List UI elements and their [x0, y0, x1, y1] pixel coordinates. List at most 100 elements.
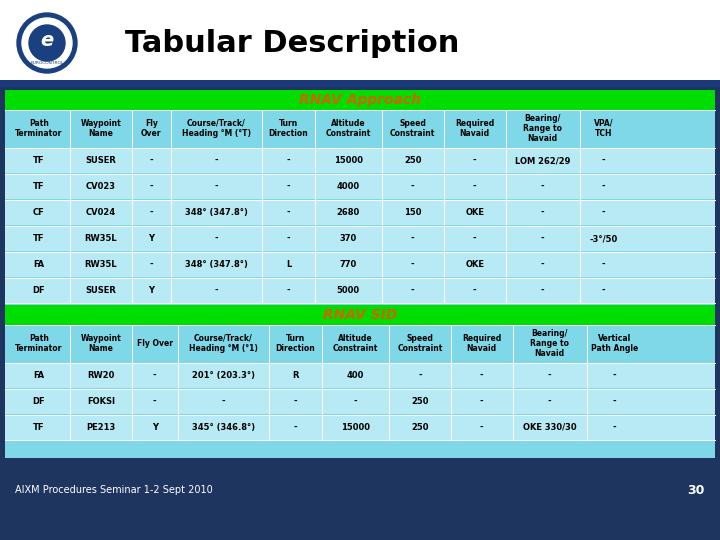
- Text: Path
Terminator: Path Terminator: [15, 334, 63, 353]
- Text: -: -: [473, 234, 477, 243]
- FancyBboxPatch shape: [5, 174, 715, 199]
- Text: 2680: 2680: [337, 208, 360, 217]
- Text: RNAV Approach: RNAV Approach: [299, 93, 421, 107]
- Text: RW35L: RW35L: [85, 234, 117, 243]
- Text: RNAV SID: RNAV SID: [323, 308, 397, 322]
- Text: PE213: PE213: [86, 423, 115, 432]
- Text: 201° (203.3°): 201° (203.3°): [192, 371, 255, 380]
- Text: SUSER: SUSER: [86, 286, 117, 295]
- Text: -: -: [612, 397, 616, 406]
- Circle shape: [22, 18, 72, 68]
- Text: -: -: [480, 397, 484, 406]
- Text: -: -: [215, 182, 218, 191]
- Text: FA: FA: [33, 260, 45, 269]
- Text: Y: Y: [152, 423, 158, 432]
- Text: -: -: [287, 234, 290, 243]
- Text: Fly
Over: Fly Over: [141, 119, 161, 138]
- Text: -: -: [418, 371, 422, 380]
- Text: OKE: OKE: [465, 260, 485, 269]
- Text: -3°/50: -3°/50: [590, 234, 618, 243]
- Text: 250: 250: [411, 397, 428, 406]
- Text: RW20: RW20: [87, 371, 114, 380]
- Text: OKE 330/30: OKE 330/30: [523, 423, 577, 432]
- Text: -: -: [222, 397, 225, 406]
- Text: Course/Track/
Heading °M (°T): Course/Track/ Heading °M (°T): [182, 119, 251, 138]
- Text: -: -: [541, 182, 544, 191]
- Text: -: -: [548, 371, 552, 380]
- Text: -: -: [541, 208, 544, 217]
- Text: 15000: 15000: [341, 423, 370, 432]
- FancyBboxPatch shape: [5, 110, 715, 147]
- Text: -: -: [541, 234, 544, 243]
- Text: -: -: [480, 423, 484, 432]
- FancyBboxPatch shape: [5, 415, 715, 440]
- Text: 30: 30: [688, 483, 705, 496]
- Circle shape: [29, 25, 65, 61]
- Text: -: -: [153, 397, 156, 406]
- Text: TF: TF: [33, 156, 45, 165]
- Text: -: -: [354, 397, 357, 406]
- Text: DF: DF: [32, 286, 45, 295]
- Text: -: -: [215, 286, 218, 295]
- Text: -: -: [473, 182, 477, 191]
- Text: CV023: CV023: [86, 182, 116, 191]
- Text: -: -: [602, 286, 606, 295]
- Text: 400: 400: [347, 371, 364, 380]
- Text: -: -: [287, 156, 290, 165]
- FancyBboxPatch shape: [0, 80, 720, 87]
- FancyBboxPatch shape: [5, 325, 715, 362]
- FancyBboxPatch shape: [5, 200, 715, 225]
- Text: Path
Terminator: Path Terminator: [15, 119, 63, 138]
- Text: 4000: 4000: [337, 182, 360, 191]
- FancyBboxPatch shape: [5, 252, 715, 277]
- Text: 370: 370: [340, 234, 357, 243]
- FancyBboxPatch shape: [5, 90, 715, 458]
- Text: -: -: [541, 286, 544, 295]
- Text: OKE: OKE: [465, 208, 485, 217]
- Text: Bearing/
Range to
Navaid: Bearing/ Range to Navaid: [523, 113, 562, 144]
- Text: RW35L: RW35L: [85, 260, 117, 269]
- Text: Y: Y: [148, 234, 154, 243]
- Text: -: -: [473, 156, 477, 165]
- Text: Altitude
Constraint: Altitude Constraint: [325, 119, 371, 138]
- Text: FA: FA: [33, 371, 45, 380]
- Text: -: -: [612, 423, 616, 432]
- Text: Waypoint
Name: Waypoint Name: [81, 119, 121, 138]
- Text: Waypoint
Name: Waypoint Name: [81, 334, 121, 353]
- Text: FOKSI: FOKSI: [87, 397, 115, 406]
- Text: CF: CF: [33, 208, 45, 217]
- Text: -: -: [215, 234, 218, 243]
- Text: TF: TF: [33, 182, 45, 191]
- Text: 5000: 5000: [337, 286, 360, 295]
- Text: 15000: 15000: [334, 156, 363, 165]
- Text: Speed
Constraint: Speed Constraint: [390, 119, 436, 138]
- Text: VPA/
TCH: VPA/ TCH: [594, 119, 613, 138]
- Text: -: -: [612, 371, 616, 380]
- Circle shape: [17, 13, 77, 73]
- FancyBboxPatch shape: [5, 363, 715, 388]
- Text: DF: DF: [32, 397, 45, 406]
- Text: 150: 150: [404, 208, 421, 217]
- Text: Turn
Direction: Turn Direction: [276, 334, 315, 353]
- Text: Altitude
Constraint: Altitude Constraint: [333, 334, 378, 353]
- Text: -: -: [602, 260, 606, 269]
- Text: 348° (347.8°): 348° (347.8°): [185, 208, 248, 217]
- Text: -: -: [411, 286, 415, 295]
- Text: -: -: [287, 182, 290, 191]
- Text: -: -: [294, 397, 297, 406]
- Text: -: -: [602, 182, 606, 191]
- Text: Course/Track/
Heading °M (°1): Course/Track/ Heading °M (°1): [189, 334, 258, 353]
- Text: -: -: [294, 423, 297, 432]
- FancyBboxPatch shape: [5, 389, 715, 414]
- FancyBboxPatch shape: [5, 226, 715, 251]
- Text: Bearing/
Range to
Navaid: Bearing/ Range to Navaid: [530, 329, 570, 359]
- Text: Speed
Constraint: Speed Constraint: [397, 334, 443, 353]
- Text: -: -: [411, 260, 415, 269]
- Text: 250: 250: [411, 423, 428, 432]
- Text: L: L: [286, 260, 291, 269]
- Text: -: -: [411, 234, 415, 243]
- Text: -: -: [411, 182, 415, 191]
- Text: Tabular Description: Tabular Description: [125, 29, 459, 57]
- Text: AIXM Procedures Seminar 1-2 Sept 2010: AIXM Procedures Seminar 1-2 Sept 2010: [15, 485, 212, 495]
- Text: -: -: [153, 371, 156, 380]
